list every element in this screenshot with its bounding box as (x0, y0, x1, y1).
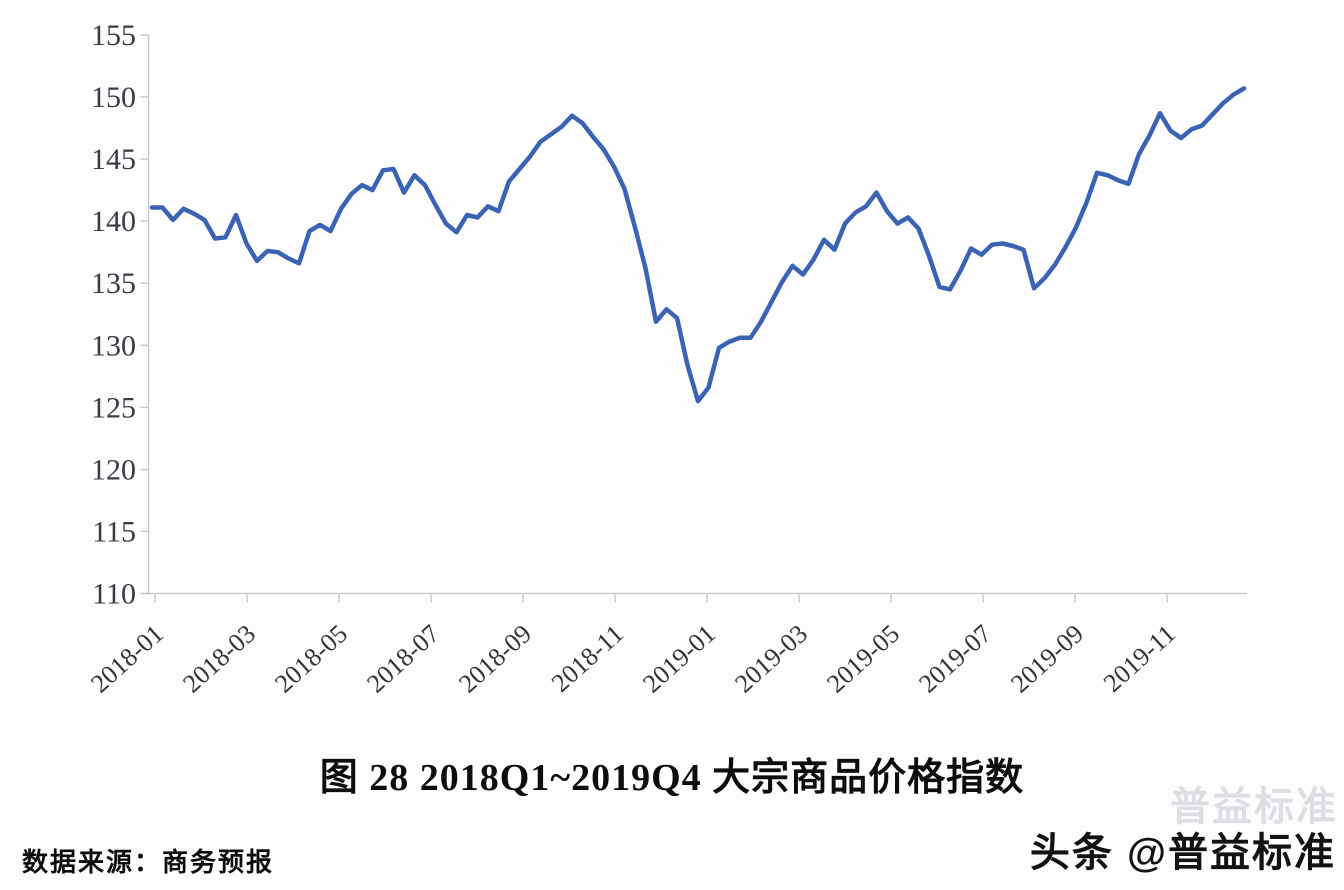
y-tick-label: 150 (91, 81, 136, 114)
y-axis-ticks: 110 115 120 125 130 135 140 145 150 155 (91, 19, 149, 611)
x-tick-label: 2018-09 (453, 619, 537, 699)
y-tick-label: 155 (91, 19, 136, 52)
x-tick-label: 2019-03 (729, 619, 813, 699)
x-tick-label: 2019-09 (1005, 619, 1089, 699)
y-tick-label: 135 (91, 267, 136, 300)
y-tick-label: 130 (91, 329, 136, 362)
watermark-ghost: 普益标准 (1170, 785, 1338, 829)
x-tick-label: 2018-01 (85, 619, 169, 699)
chart-title: 图 28 2018Q1~2019Q4 大宗商品价格指数 (319, 757, 1025, 799)
price-index-line (149, 86, 1247, 404)
axis-frame (147, 35, 1247, 595)
y-tick-label: 115 (92, 515, 136, 548)
y-tick-label: 125 (91, 391, 136, 424)
y-tick-label: 110 (92, 578, 136, 611)
x-axis-ticks: 2018-01 2018-03 2018-05 2018-07 2018-09 2018-… (85, 593, 1181, 699)
x-tick-label: 2019-07 (913, 619, 997, 699)
y-tick-label: 120 (91, 453, 136, 486)
x-tick-label: 2019-05 (821, 619, 905, 699)
x-tick-label: 2019-11 (1098, 619, 1181, 698)
y-tick-label: 145 (91, 143, 136, 176)
x-tick-label: 2018-07 (361, 619, 445, 699)
source-note: 数据来源：商务预报 (22, 848, 275, 877)
x-tick-label: 2019-01 (637, 619, 721, 699)
x-tick-label: 2018-03 (177, 619, 261, 699)
watermark: 头条 @普益标准 (1029, 831, 1336, 875)
y-tick-label: 140 (91, 205, 136, 238)
x-tick-label: 2018-05 (269, 619, 353, 699)
x-tick-label: 2018-11 (546, 619, 629, 698)
